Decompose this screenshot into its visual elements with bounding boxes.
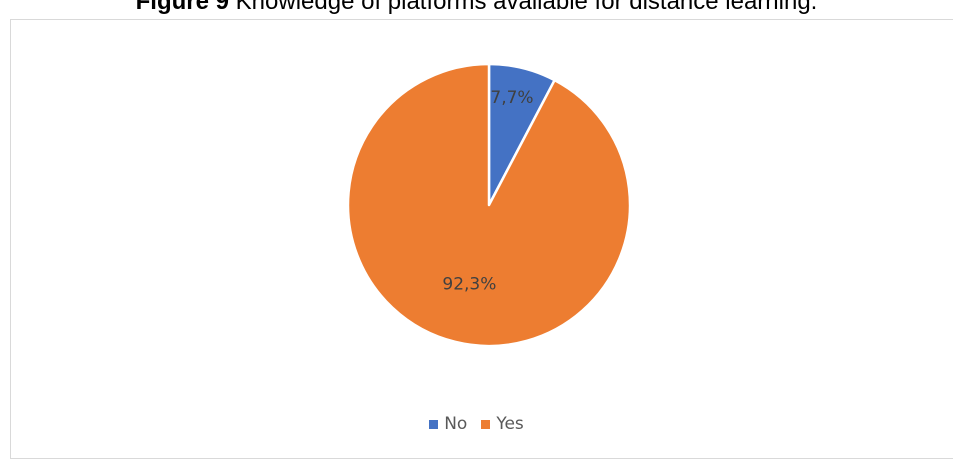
data-label-yes: 92,3%	[442, 274, 496, 294]
pie-data-labels: 7,7% 92,3%	[442, 88, 533, 294]
figure-caption-prefix: Figure 9	[135, 0, 236, 15]
data-label-no: 7,7%	[490, 88, 533, 108]
legend-item-yes: Yes	[481, 414, 524, 434]
figure-caption: Figure 9 Knowledge of platforms availabl…	[0, 0, 953, 16]
pie-slice-yes	[346, 62, 632, 348]
legend-label-no: No	[444, 414, 468, 434]
chart-legend: No Yes	[0, 414, 953, 434]
pie-slices	[346, 62, 632, 348]
legend-item-no: No	[429, 414, 467, 434]
legend-swatch-yes	[481, 419, 491, 429]
figure-caption-title: Knowledge of platforms available for dis…	[235, 0, 818, 15]
legend-swatch-no	[429, 419, 439, 429]
legend-label-yes: Yes	[496, 414, 524, 434]
